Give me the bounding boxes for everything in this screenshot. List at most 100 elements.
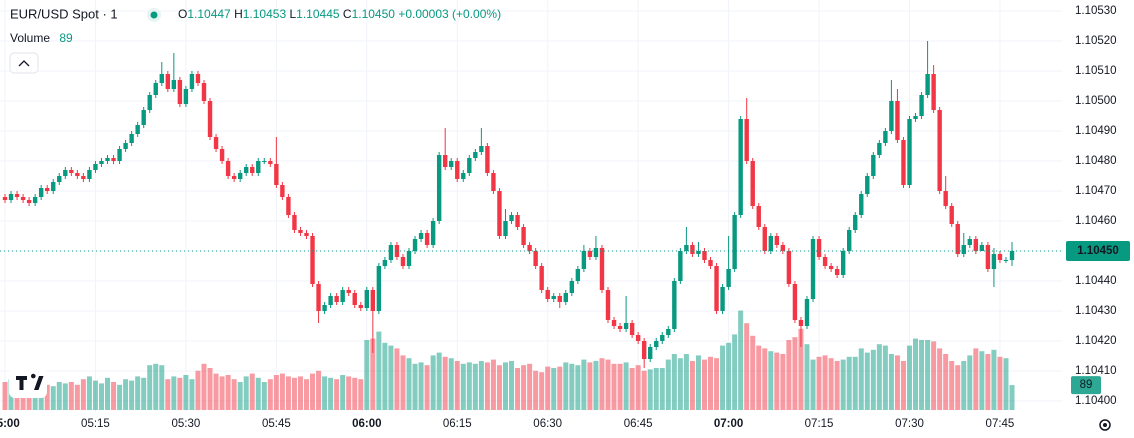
volume-bar [129, 380, 135, 410]
volume-bar [828, 358, 834, 410]
volume-legend: Volume 89 [10, 31, 73, 45]
candle-body [63, 170, 68, 176]
x-tick-label: 07:30 [895, 418, 924, 430]
candle-body [165, 74, 171, 89]
y-tick-label: 1.10460 [1075, 215, 1117, 227]
legend-prefix: H [234, 7, 243, 21]
y-tick-label: 1.10440 [1075, 275, 1117, 287]
volume-bar [617, 363, 623, 410]
volume-bar [159, 365, 165, 410]
candle-body [424, 233, 430, 245]
volume-bar [943, 354, 949, 410]
volume-bar [44, 384, 50, 410]
y-tick-label: 1.10500 [1075, 95, 1117, 107]
candle-body [352, 293, 357, 305]
candle-body [141, 110, 146, 125]
volume-bar [219, 376, 225, 410]
candle-body [515, 215, 520, 227]
candle-body [38, 188, 44, 197]
volume-bar [68, 382, 74, 410]
volume-bar [394, 348, 400, 410]
candle-body [455, 161, 460, 179]
candle-body [895, 101, 900, 140]
volume-bar [635, 365, 641, 410]
candle-body [219, 149, 225, 161]
volume-bar [2, 382, 8, 410]
candle-body [370, 290, 376, 311]
volume-bar [105, 377, 111, 410]
candle-body [310, 236, 315, 284]
volume-bar [189, 379, 195, 410]
candle-body [877, 143, 882, 155]
x-tick-label: 05:45 [262, 418, 291, 430]
volume-bar [521, 365, 527, 410]
candle-body [256, 161, 261, 173]
volume-bar [539, 372, 545, 410]
volume-bar [442, 356, 448, 410]
candle-body [792, 284, 798, 320]
volume-bar [382, 342, 388, 410]
candle-body [937, 110, 942, 191]
candle-body [430, 221, 436, 245]
candle-body [274, 164, 279, 185]
candle-body [479, 146, 484, 152]
x-tick-label: 06:00 [352, 418, 381, 430]
volume-bar [316, 370, 322, 410]
settings-icon[interactable] [1099, 419, 1111, 431]
volume-bar [406, 358, 412, 410]
candle-body [985, 245, 991, 269]
candle-body [406, 251, 412, 266]
volume-bar [587, 362, 593, 410]
candle-body [57, 176, 62, 182]
candle-body [847, 230, 852, 251]
volume-bar [183, 375, 189, 410]
volume-bar [243, 376, 249, 410]
candle-body [605, 290, 611, 320]
volume-bar [490, 359, 496, 410]
volume-bar [207, 368, 213, 410]
candle-body [599, 248, 605, 290]
collapse-button[interactable] [9, 52, 39, 74]
candle-body [400, 257, 406, 266]
legend-value: 1.10447 [187, 7, 231, 21]
candle-body [617, 326, 623, 329]
candle-body [702, 251, 707, 260]
candle-body [8, 194, 14, 200]
candle-body [213, 137, 219, 149]
volume-bar [913, 338, 919, 410]
candle-body [280, 185, 285, 197]
candle-body [328, 296, 333, 305]
volume-bar [949, 361, 955, 410]
candle-body [629, 323, 635, 335]
volume-bar [291, 377, 297, 410]
candle-body [551, 296, 556, 299]
candle-body [412, 239, 418, 251]
volume-bar [876, 344, 882, 410]
candle-body [539, 266, 544, 290]
candle-body [286, 197, 291, 215]
volume-bar [141, 377, 147, 410]
volume-bar [346, 376, 352, 410]
candle-body [744, 119, 749, 161]
volume-bar [593, 361, 599, 410]
candle-body [322, 305, 327, 311]
logo-box[interactable] [9, 368, 47, 398]
candle-body [672, 281, 677, 329]
candle-body [738, 119, 743, 215]
candle-body [382, 260, 388, 266]
legend-prefix: O [178, 7, 187, 21]
candle-body [26, 200, 32, 203]
candle-body [756, 206, 761, 227]
volume-bar [430, 355, 436, 410]
volume-bar [177, 377, 183, 410]
candle-body [828, 266, 834, 269]
volume-bar [261, 382, 267, 410]
volume-marker-label: 89 [1080, 379, 1093, 391]
candle-body [81, 176, 86, 179]
volume-bar [979, 351, 985, 410]
volume-bar [611, 363, 617, 410]
volume-bar [213, 373, 219, 410]
candle-body [207, 101, 213, 137]
candle-body [442, 155, 448, 167]
